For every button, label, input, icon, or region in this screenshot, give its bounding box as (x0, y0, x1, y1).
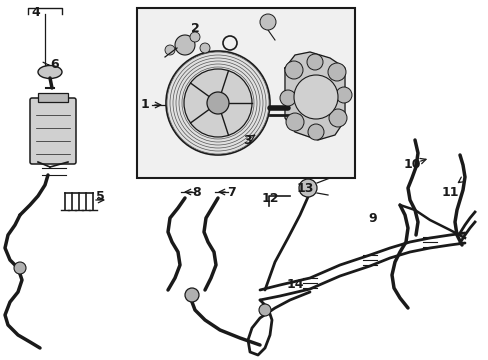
Circle shape (183, 69, 251, 137)
Text: 14: 14 (285, 279, 303, 292)
Bar (137, 8, 354, 178)
Text: 8: 8 (192, 185, 201, 198)
Text: 11: 11 (440, 185, 458, 198)
Circle shape (164, 45, 175, 55)
Circle shape (259, 304, 270, 316)
Circle shape (280, 90, 295, 106)
Bar (38, 93, 68, 102)
Text: 1: 1 (141, 99, 149, 112)
Circle shape (327, 63, 346, 81)
Text: 12: 12 (261, 192, 278, 204)
Circle shape (285, 113, 304, 131)
Circle shape (306, 54, 323, 70)
Circle shape (307, 124, 324, 140)
Circle shape (293, 75, 337, 119)
Circle shape (335, 87, 351, 103)
Circle shape (285, 61, 303, 79)
Ellipse shape (38, 66, 62, 78)
Circle shape (298, 179, 316, 197)
Circle shape (190, 32, 200, 42)
FancyBboxPatch shape (30, 98, 76, 164)
Circle shape (328, 109, 346, 127)
Text: 2: 2 (190, 22, 199, 35)
Text: 9: 9 (368, 211, 377, 225)
Circle shape (206, 92, 228, 114)
Text: 3: 3 (243, 134, 252, 147)
Text: 4: 4 (32, 5, 41, 18)
Text: 10: 10 (403, 158, 420, 171)
Circle shape (175, 35, 195, 55)
Circle shape (260, 14, 275, 30)
Text: 5: 5 (96, 190, 104, 203)
Circle shape (184, 288, 199, 302)
Circle shape (200, 43, 209, 53)
Text: 6: 6 (51, 58, 59, 72)
Text: 7: 7 (227, 185, 236, 198)
Circle shape (165, 51, 269, 155)
Circle shape (14, 262, 26, 274)
Polygon shape (285, 52, 345, 140)
Text: 13: 13 (296, 181, 313, 194)
